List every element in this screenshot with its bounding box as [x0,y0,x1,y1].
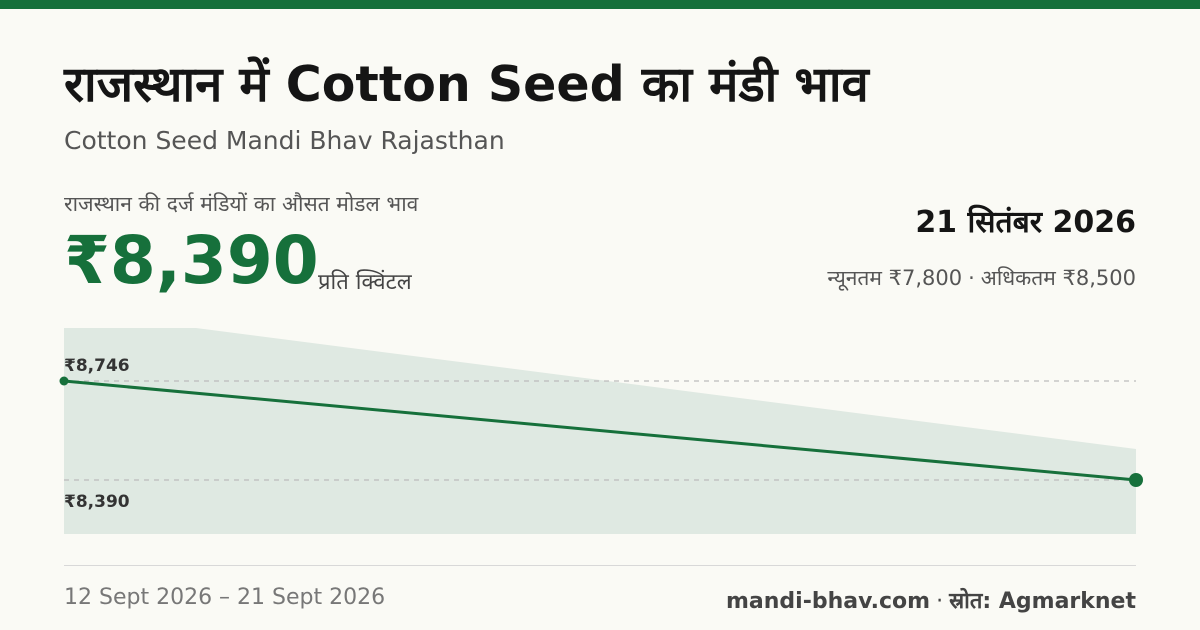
footer-divider [64,565,1136,566]
price-unit: प्रति क्विंटल [318,270,412,295]
min-price: न्यूनतम ₹7,800 [827,266,963,290]
footer-separator: · [936,589,944,614]
average-price: ₹8,390 [64,222,319,299]
data-point [59,376,69,386]
average-label: राजस्थान की दर्ज मंडियों का औसत मोडल भाव [64,192,419,216]
max-price: अधिकतम ₹8,500 [980,266,1136,290]
reference-label: ₹8,746 [64,356,130,376]
price-range: न्यूनतम ₹7,800 · अधिकतम ₹8,500 [827,264,1136,292]
date-period: 12 Sept 2026 – 21 Sept 2026 [64,585,386,610]
data-point [1129,473,1143,487]
price-date: 21 सितंबर 2026 [915,205,1136,240]
page-subtitle: Cotton Seed Mandi Bhav Rajasthan [64,126,505,155]
page-title: राजस्थान में Cotton Seed का मंडी भाव [64,56,869,113]
top-accent-bar [0,0,1200,9]
series-line [63,379,1137,482]
footer-credits: mandi-bhav.com · स्रोत: Agmarknet [726,585,1136,615]
reference-label: ₹8,390 [64,492,130,512]
data-source: स्रोत: Agmarknet [949,589,1136,614]
site-name: mandi-bhav.com [725,589,931,614]
range-separator: · [968,266,975,290]
